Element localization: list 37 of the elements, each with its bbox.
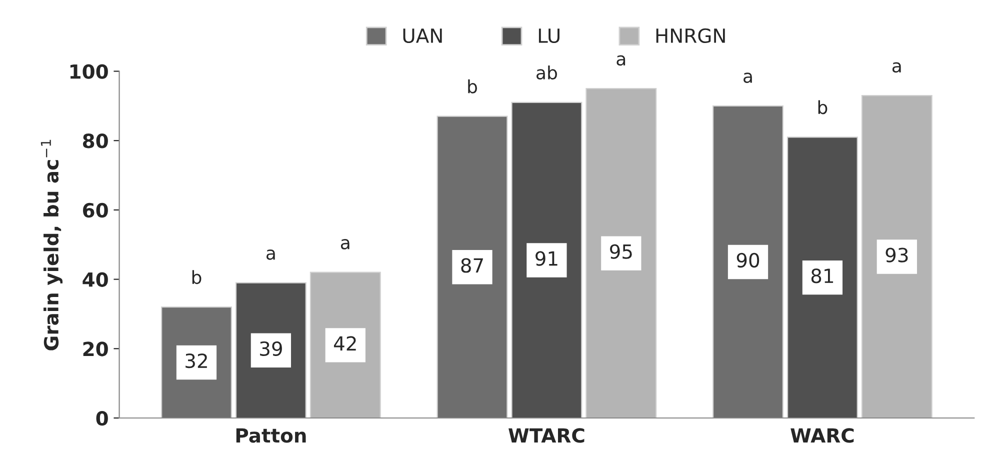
bar [586, 88, 657, 418]
text: a [616, 55, 626, 66]
y-axis-title: Grain yield, bu ac$^{−1}$ [40, 140, 63, 350]
data-label: 42 [334, 336, 356, 351]
annotation: ab [536, 66, 557, 80]
y-tick-label: 20 [83, 342, 108, 356]
bar [861, 94, 932, 418]
annotation: a [892, 62, 901, 73]
y-tick-label: 40 [82, 272, 108, 287]
annotation: a [744, 72, 752, 83]
bar [511, 102, 582, 418]
y-tick-label: 60 [83, 202, 108, 218]
legend-label: UAN [403, 28, 442, 44]
data-label: 32 [186, 353, 207, 368]
x-tick-label: WARC [790, 428, 854, 443]
x-tick-label: WTARC [508, 428, 584, 443]
legend-label: HNRGN [656, 28, 725, 44]
data-label: 95 [610, 244, 632, 259]
data-label: 81 [811, 268, 834, 284]
data-label: 91 [536, 251, 558, 266]
annotation: a [266, 249, 275, 260]
data-label: 87 [461, 258, 483, 273]
bar [786, 136, 858, 418]
bar [712, 105, 784, 418]
bar [436, 116, 508, 418]
data-label: 93 [886, 248, 908, 262]
data-label: 39 [260, 341, 282, 356]
legend-label: LU [538, 28, 560, 44]
annotation: b [192, 270, 202, 284]
y-tick-label: 100 [70, 64, 108, 79]
annotation: b [468, 79, 477, 94]
x-tick-label: Patton [236, 428, 306, 443]
y-tick-label: 0 [96, 410, 108, 426]
annotation: a [340, 239, 350, 250]
data-label: 90 [736, 252, 760, 268]
annotation: b [818, 100, 828, 114]
y-tick-label: 80 [82, 134, 108, 148]
